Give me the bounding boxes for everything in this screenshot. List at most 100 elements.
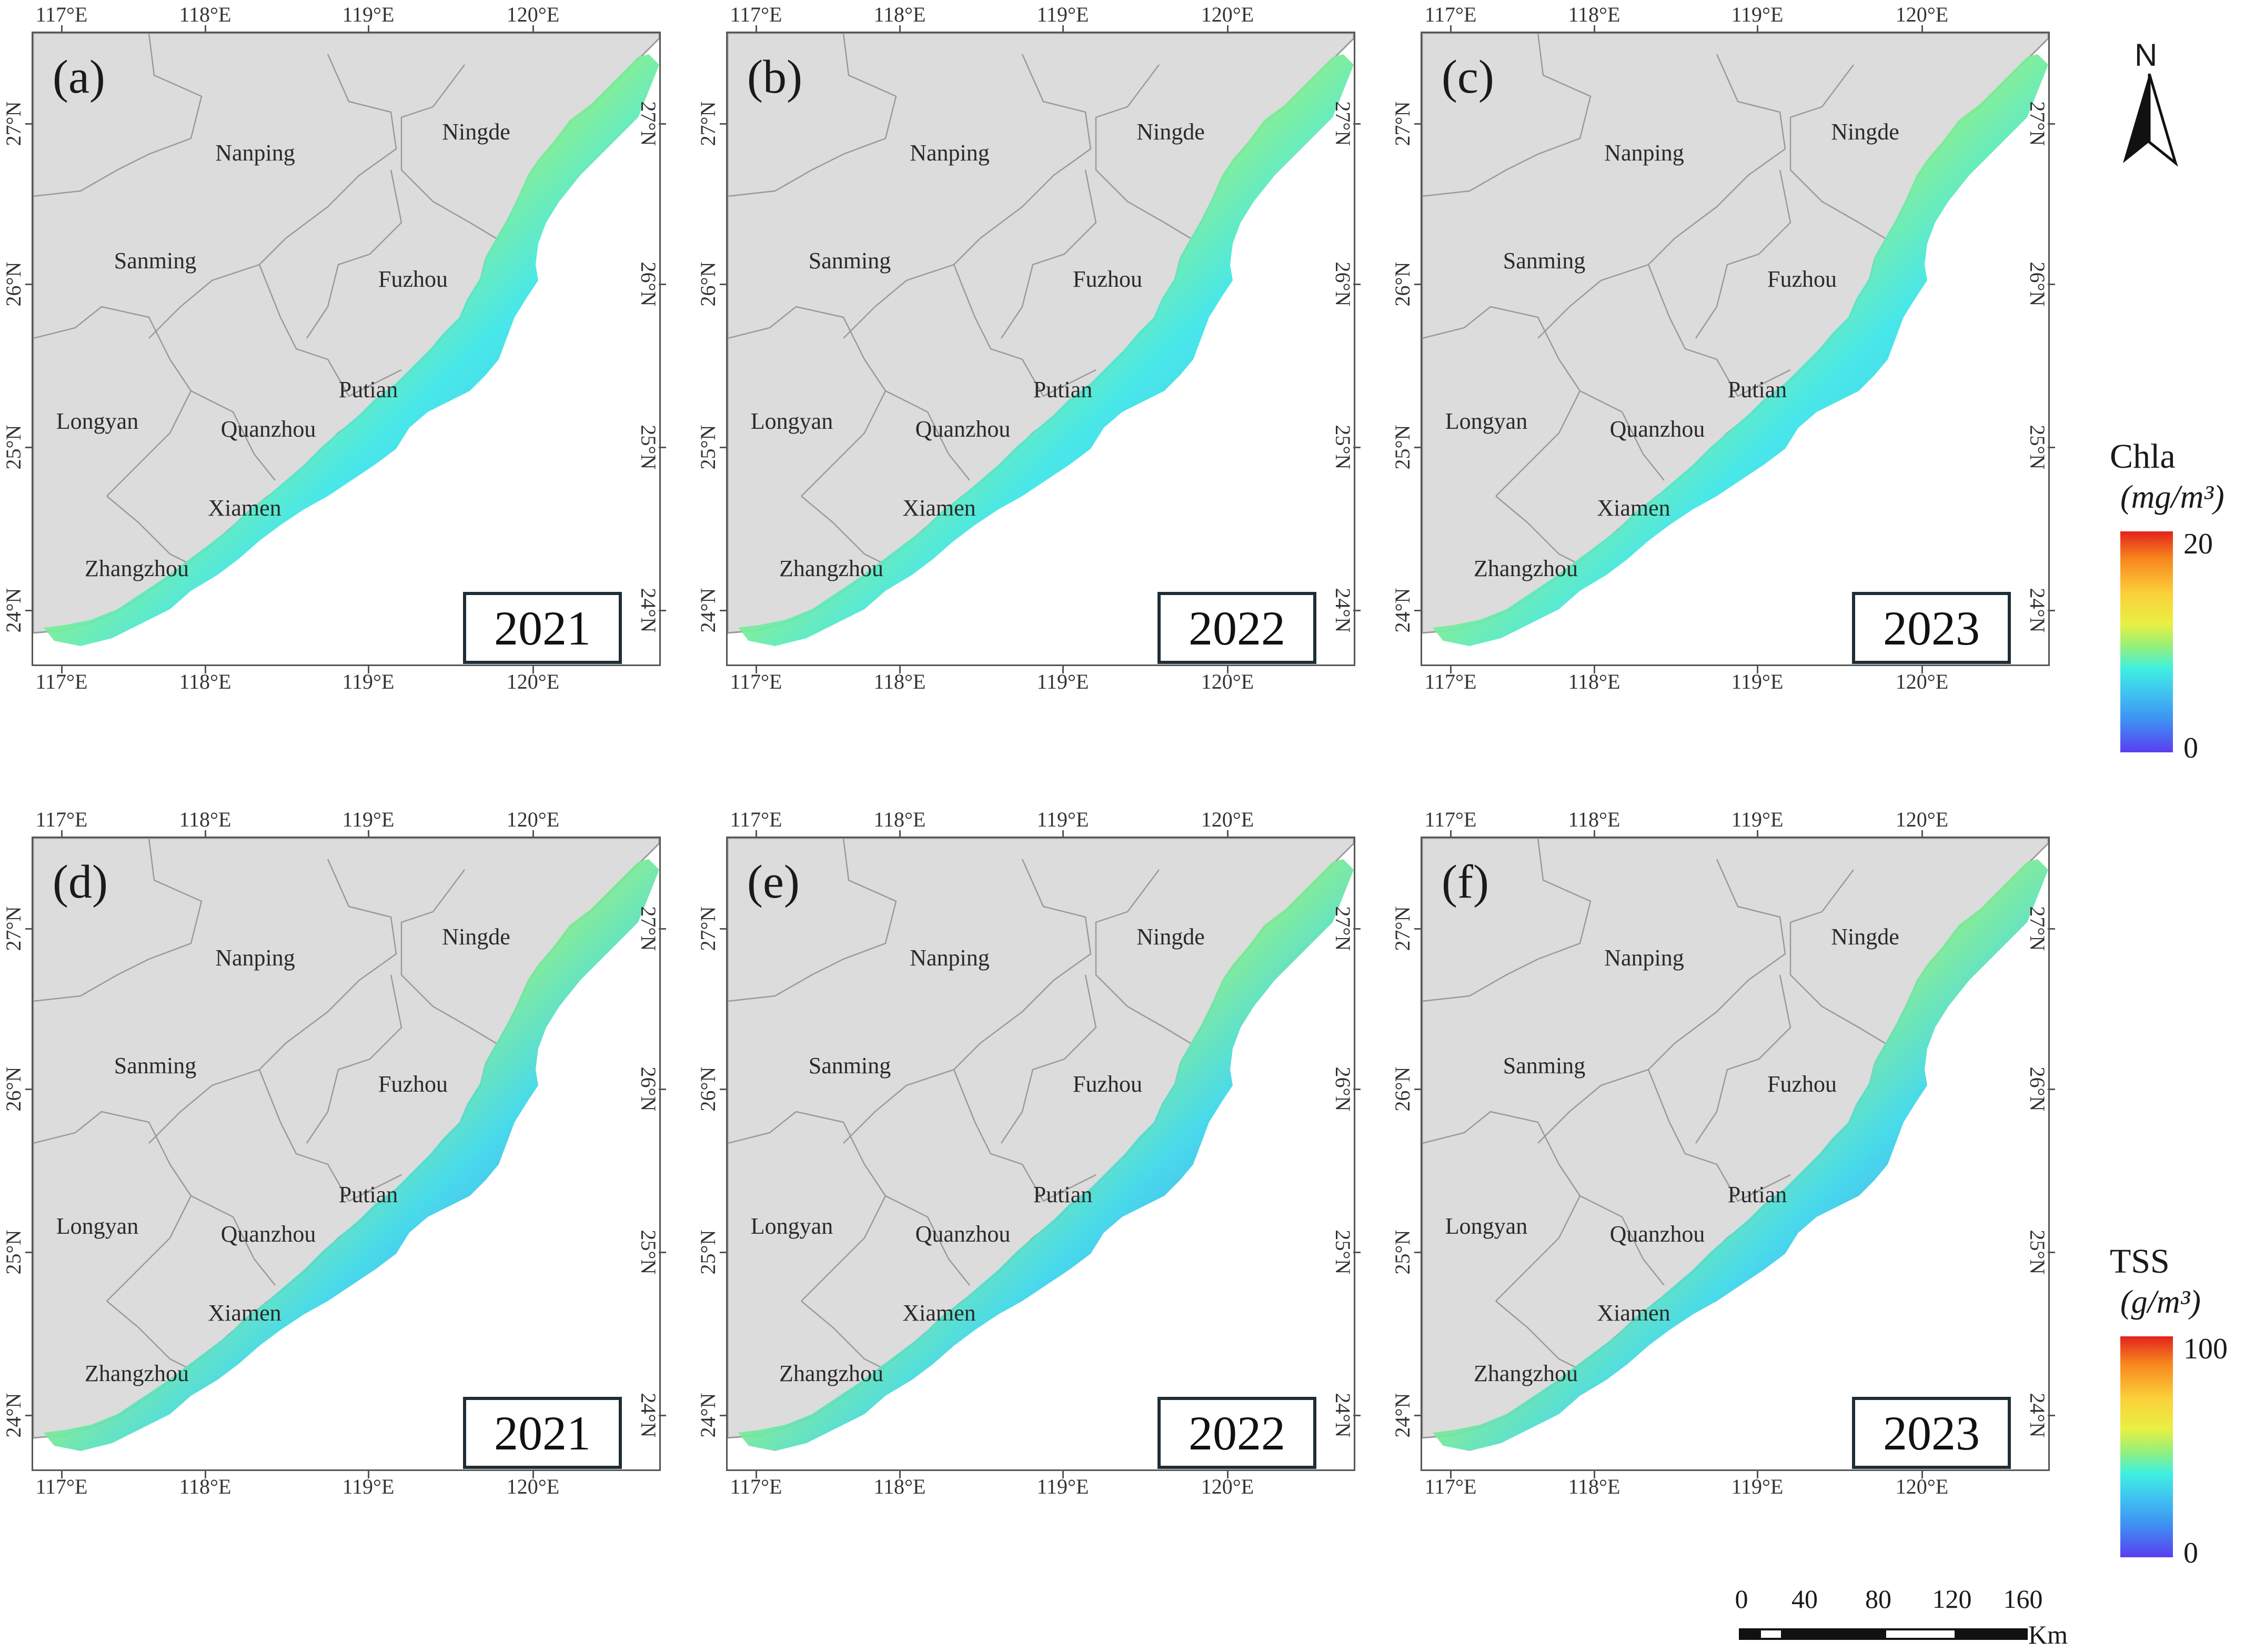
tick-mark xyxy=(368,666,369,673)
tick-mark xyxy=(1414,1089,1422,1090)
tick-mark xyxy=(25,610,33,611)
city-label: Nanping xyxy=(1604,945,1684,971)
tick-mark xyxy=(205,25,206,33)
tick-mark xyxy=(659,1089,666,1090)
lat-tick-label: 27°N xyxy=(2,101,25,146)
tick-mark xyxy=(1353,284,1361,285)
lat-tick-label: 26°N xyxy=(1331,1066,1355,1112)
tick-mark xyxy=(1450,666,1452,673)
tick-mark xyxy=(532,666,534,673)
tick-mark xyxy=(720,610,727,611)
admin-boundary xyxy=(1647,264,1791,397)
tick-mark xyxy=(2048,928,2055,930)
tick-mark xyxy=(1414,123,1422,125)
admin-boundary xyxy=(106,496,192,566)
map-frame xyxy=(726,837,1355,1471)
lon-tick-label: 118°E xyxy=(1568,808,1620,831)
tick-mark xyxy=(1353,1252,1361,1253)
city-label: Xiamen xyxy=(208,495,281,521)
tss-legend-unit: (g/m³) xyxy=(2120,1284,2201,1320)
tick-mark xyxy=(25,284,33,285)
lat-tick-label: 27°N xyxy=(1391,906,1414,951)
map-canvas xyxy=(728,33,1354,646)
lat-tick-label: 27°N xyxy=(1331,101,1355,146)
tss-legend-min: 0 xyxy=(2183,1537,2198,1569)
lon-tick-label: 120°E xyxy=(1895,1475,1949,1498)
city-label: Nanping xyxy=(910,140,990,166)
tick-mark xyxy=(720,123,727,125)
lat-tick-label: 27°N xyxy=(1391,101,1414,146)
admin-boundary xyxy=(1422,306,1581,497)
tick-mark xyxy=(1353,1089,1361,1090)
map-canvas xyxy=(33,838,659,1451)
tick-mark xyxy=(1450,25,1452,33)
tick-mark xyxy=(1353,1415,1361,1416)
admin-boundary xyxy=(258,1069,402,1202)
admin-boundary xyxy=(33,1111,192,1302)
lat-tick-label: 24°N xyxy=(637,1393,660,1438)
tick-mark xyxy=(25,447,33,448)
tick-mark xyxy=(1414,447,1422,448)
lon-tick-label: 118°E xyxy=(873,1475,926,1498)
admin-boundary xyxy=(728,306,887,497)
tick-mark xyxy=(659,1415,666,1416)
lon-tick-label: 117°E xyxy=(1424,3,1477,26)
tick-mark xyxy=(1414,1252,1422,1253)
tick-mark xyxy=(1450,830,1452,838)
lon-tick-label: 119°E xyxy=(1731,3,1784,26)
map-canvas xyxy=(1422,33,2048,646)
lat-tick-label: 24°N xyxy=(2,1393,25,1438)
city-label: Zhangzhou xyxy=(779,1361,883,1386)
scale-unit: Km xyxy=(2028,1620,2068,1649)
scale-tick-label: 80 xyxy=(1865,1584,1891,1614)
city-label: Xiamen xyxy=(1597,495,1670,521)
map-panel: 117°E 117°E 118°E 118°E 119°E 119°E 120°E 120°E… xyxy=(0,805,689,1510)
scale-tick-label: 0 xyxy=(1735,1584,1748,1614)
lon-tick-label: 120°E xyxy=(506,3,560,26)
city-label: Putian xyxy=(1033,1182,1093,1207)
land-area xyxy=(33,838,659,1439)
tick-mark xyxy=(756,25,757,33)
lat-tick-label: 27°N xyxy=(1331,906,1355,951)
tick-mark xyxy=(2048,284,2055,285)
tick-mark xyxy=(1450,1471,1452,1478)
admin-boundary xyxy=(306,974,402,1144)
year-box: 2021 xyxy=(463,1397,622,1469)
admin-boundary xyxy=(843,859,1092,1144)
tick-mark xyxy=(899,666,901,673)
lat-tick-label: 26°N xyxy=(2026,261,2049,307)
tick-mark xyxy=(659,123,666,125)
tick-mark xyxy=(899,25,901,33)
tick-mark xyxy=(720,1415,727,1416)
tick-mark xyxy=(2048,610,2055,611)
map-panel: 117°E 117°E 118°E 118°E 119°E 119°E 120°E 120°E… xyxy=(1389,0,2078,705)
lon-tick-label: 120°E xyxy=(1895,3,1949,26)
lat-tick-label: 27°N xyxy=(637,101,660,146)
tick-mark xyxy=(659,610,666,611)
lon-tick-label: 119°E xyxy=(1036,3,1089,26)
city-label: Quanzhou xyxy=(220,416,316,442)
admin-boundary xyxy=(1647,1069,1791,1202)
city-label: Sanming xyxy=(808,248,891,274)
lat-tick-label: 26°N xyxy=(637,1066,660,1112)
city-label: Zhangzhou xyxy=(85,556,189,581)
map-frame xyxy=(726,32,1355,666)
coastal-water-raster xyxy=(44,859,659,1451)
lat-tick-label: 24°N xyxy=(2026,588,2049,633)
city-label: Sanming xyxy=(1503,248,1586,274)
tick-mark xyxy=(25,1252,33,1253)
coastal-water-raster xyxy=(1433,859,2048,1451)
city-label: Xiamen xyxy=(208,1300,281,1326)
admin-boundary xyxy=(148,859,397,1144)
map-canvas xyxy=(728,838,1354,1451)
lat-tick-label: 25°N xyxy=(696,1230,720,1275)
lon-tick-label: 120°E xyxy=(1201,1475,1254,1498)
tick-mark xyxy=(1594,1471,1595,1478)
map-panel: 117°E 117°E 118°E 118°E 119°E 119°E 120°E 120°E… xyxy=(694,0,1384,705)
city-label: Ningde xyxy=(1136,924,1205,950)
city-label: Ningde xyxy=(442,924,510,950)
city-label: Putian xyxy=(338,377,398,402)
tick-mark xyxy=(659,928,666,930)
lat-tick-label: 26°N xyxy=(2026,1066,2049,1112)
tick-mark xyxy=(1921,830,1923,838)
